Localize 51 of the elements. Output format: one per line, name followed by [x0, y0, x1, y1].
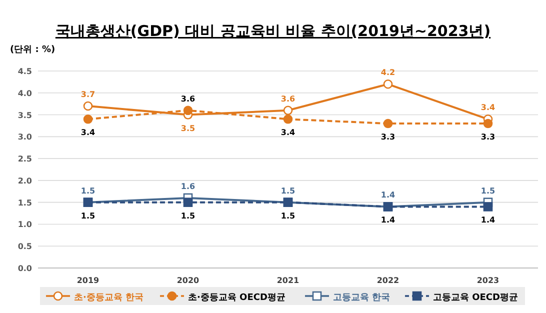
y-tick-label: 0.5 — [18, 242, 32, 252]
y-tick-label: 4.0 — [18, 88, 32, 98]
point — [483, 118, 493, 128]
data-label: 1.6 — [180, 182, 196, 191]
legend-label: 고등교육 OECD평균 — [433, 293, 518, 303]
text: (단위 : %) — [10, 45, 56, 55]
x-tick-label: 2023 — [476, 276, 500, 285]
data-label: 1.5 — [180, 211, 196, 220]
data-label: 3.3 — [380, 132, 396, 142]
point — [383, 79, 393, 89]
data-label: 4.2 — [380, 68, 396, 78]
data-label: 1.4 — [380, 216, 396, 225]
x-tick-label: 2019 — [76, 276, 100, 285]
point — [383, 118, 393, 128]
y-tick-label: 0.0 — [18, 264, 32, 273]
x-tick-label: 2020 — [176, 276, 200, 285]
point — [283, 114, 293, 124]
data-label: 3.6 — [180, 94, 196, 104]
data-label: 1.5 — [80, 186, 96, 196]
x-tick-label: 2021 — [276, 276, 300, 285]
point — [83, 114, 93, 124]
data-label: 3.4 — [480, 103, 496, 112]
x-tick-label: 2022 — [376, 276, 400, 285]
chart-title: 국내총생산(GDP) 대비 공교육비 비율 추이(2019년~2023년) — [55, 22, 491, 40]
data-label: 1.4 — [380, 190, 396, 200]
data-label: 1.5 — [80, 211, 96, 220]
data-label: 1.5 — [480, 186, 496, 196]
data-label: 1.5 — [280, 186, 296, 196]
data-label: 3.6 — [280, 94, 296, 104]
y-tick-label: 1.5 — [18, 198, 32, 208]
data-label: 3.3 — [480, 132, 496, 142]
point — [183, 198, 193, 207]
y-tick-label: 2.5 — [18, 154, 32, 164]
point — [283, 106, 293, 116]
legend-label: 초·중등교육 OECD평균 — [188, 293, 286, 303]
data-label: 3.7 — [80, 90, 96, 100]
y-tick-label: 1.0 — [18, 220, 32, 230]
y-tick-label: 2.0 — [18, 176, 32, 186]
data-label: 3.5 — [180, 124, 196, 133]
legend-label: 고등교육 한국 — [333, 293, 390, 303]
point — [183, 106, 193, 116]
y-tick-label: 3.0 — [18, 132, 32, 142]
point — [483, 202, 493, 212]
data-label: 1.4 — [480, 216, 496, 225]
data-label: 3.4 — [80, 128, 96, 138]
point — [83, 101, 93, 111]
legend-label: 초·중등교육 한국 — [74, 293, 144, 303]
y-tick-label: 4.5 — [18, 67, 32, 76]
y-tick-label: 3.5 — [18, 110, 32, 120]
data-label: 3.4 — [280, 128, 296, 138]
data-label: 1.5 — [280, 211, 296, 220]
